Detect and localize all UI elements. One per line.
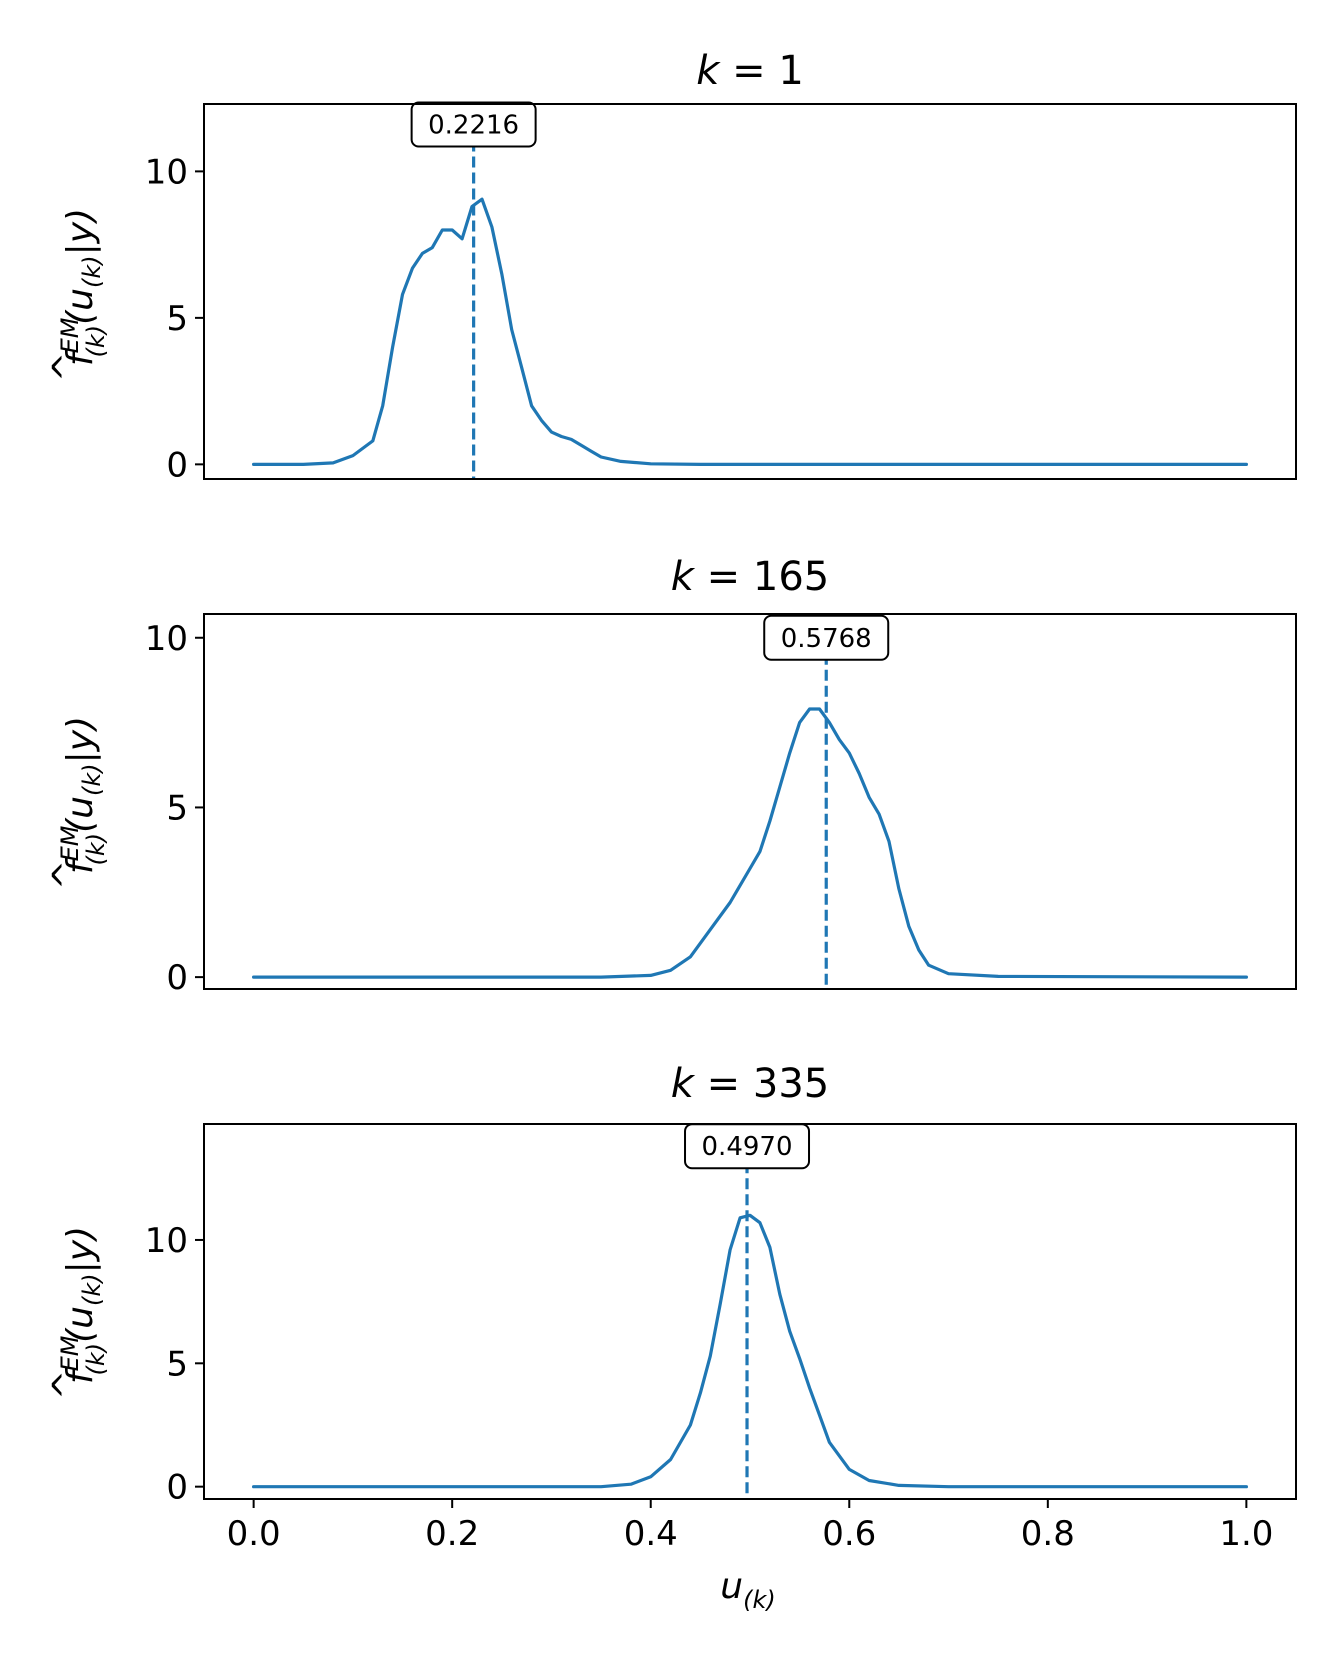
svg-text:^: ^ — [46, 860, 87, 890]
marker-label-box — [410, 101, 537, 148]
axes-frame — [203, 103, 1297, 480]
y-tick-label: 10 — [145, 619, 188, 659]
x-tick-label: 1.0 — [1219, 1514, 1273, 1554]
svg-text:fEM(k)(u(k)|y): fEM(k)(u(k)|y) — [56, 1226, 110, 1384]
chart-2: 0.5768 0 5 10 — [145, 613, 1297, 998]
y-tick-label: 0 — [166, 445, 188, 485]
x-tick-label: 0.6 — [822, 1514, 876, 1554]
y-tick-label: 5 — [166, 788, 188, 828]
svg-text:^: ^ — [46, 1370, 87, 1400]
y-tick-label: 5 — [166, 1344, 188, 1384]
x-tick-label: 0.0 — [227, 1514, 281, 1554]
y-axis-label: fEM(k)(u(k)|y) ^ — [46, 208, 110, 382]
panel-k335: k = 335 fEM(k)(u(k)|y) ^ u(k) — [46, 1061, 829, 1614]
series-line-density — [252, 197, 1249, 466]
panel-k165: k = 165 fEM(k)(u(k)|y) ^ — [46, 554, 829, 890]
series-line-density — [252, 1213, 1249, 1489]
x-tick-label: 0.2 — [425, 1514, 479, 1554]
y-tick-label: 10 — [145, 1221, 188, 1261]
y-axis-label: fEM(k)(u(k)|y) ^ — [46, 1226, 110, 1400]
axes-frame — [203, 1123, 1297, 1500]
x-tick-label: 0.8 — [1021, 1514, 1075, 1554]
y-tick-label: 5 — [166, 299, 188, 339]
marker-label: 0.4970 — [702, 1132, 793, 1162]
y-tick-label: 0 — [166, 1468, 188, 1508]
marker-label-box — [763, 614, 890, 661]
svg-text:fEM(k)(u(k)|y): fEM(k)(u(k)|y) — [56, 716, 110, 874]
svg-text:^: ^ — [46, 352, 87, 382]
x-axis-label: u(k) — [720, 1566, 775, 1614]
panel-title: k = 165 — [671, 554, 829, 600]
axes-frame — [203, 613, 1297, 990]
marker-label: 0.5768 — [781, 624, 872, 654]
panel-title: k = 1 — [696, 48, 804, 94]
series-line-density — [252, 707, 1249, 979]
chart-3: 0.4970 0 5 10 0.0 0.2 0.4 0.6 0.8 1.0 — [145, 1123, 1297, 1554]
y-tick-label: 10 — [145, 152, 188, 192]
panel-k1: k = 1 fEM(k)(u(k)|y) ^ — [46, 48, 804, 382]
y-axis-label: fEM(k)(u(k)|y) ^ — [46, 716, 110, 890]
marker-label: 0.2216 — [428, 111, 519, 141]
chart-1: 0.2216 0 5 10 — [145, 101, 1297, 485]
svg-text:fEM(k)(u(k)|y): fEM(k)(u(k)|y) — [56, 208, 110, 366]
panel-title: k = 335 — [671, 1061, 829, 1107]
x-tick-label: 0.4 — [624, 1514, 678, 1554]
y-tick-label: 0 — [166, 958, 188, 998]
